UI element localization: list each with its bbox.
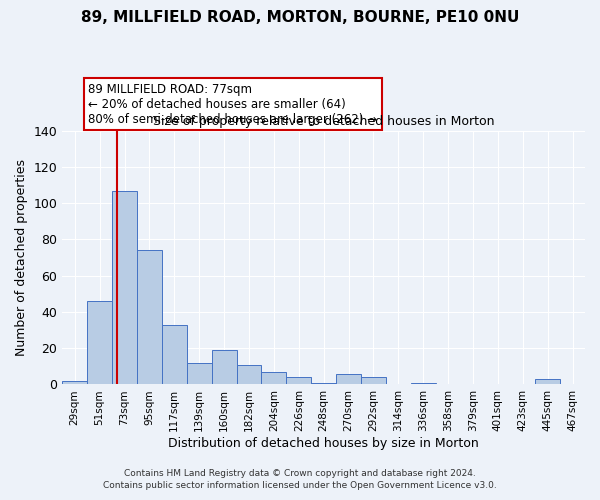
Bar: [62, 381, 87, 384]
Bar: [286, 377, 311, 384]
Text: 89, MILLFIELD ROAD, MORTON, BOURNE, PE10 0NU: 89, MILLFIELD ROAD, MORTON, BOURNE, PE10…: [81, 10, 519, 25]
Bar: [262, 372, 286, 384]
Bar: [212, 350, 236, 384]
Bar: [187, 362, 212, 384]
Text: 89 MILLFIELD ROAD: 77sqm
← 20% of detached houses are smaller (64)
80% of semi-d: 89 MILLFIELD ROAD: 77sqm ← 20% of detach…: [88, 82, 377, 126]
Bar: [411, 382, 436, 384]
Bar: [162, 324, 187, 384]
Text: Contains HM Land Registry data © Crown copyright and database right 2024.
Contai: Contains HM Land Registry data © Crown c…: [103, 469, 497, 490]
Bar: [87, 301, 112, 384]
Bar: [236, 364, 262, 384]
Y-axis label: Number of detached properties: Number of detached properties: [15, 159, 28, 356]
Title: Size of property relative to detached houses in Morton: Size of property relative to detached ho…: [153, 115, 494, 128]
Bar: [336, 374, 361, 384]
X-axis label: Distribution of detached houses by size in Morton: Distribution of detached houses by size …: [168, 437, 479, 450]
Bar: [535, 379, 560, 384]
Bar: [311, 382, 336, 384]
Bar: [112, 190, 137, 384]
Bar: [137, 250, 162, 384]
Bar: [361, 377, 386, 384]
